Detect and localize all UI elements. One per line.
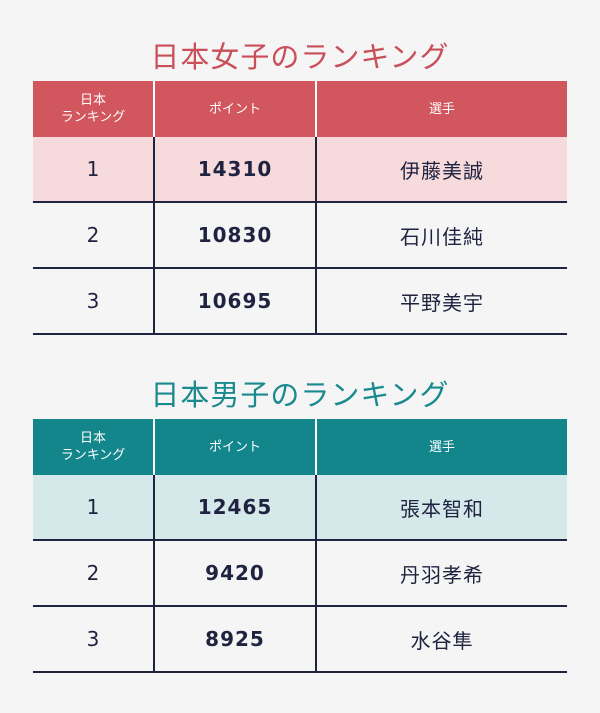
rank-cell: 2 <box>33 202 154 269</box>
men-ranking-title: 日本男子のランキング <box>150 378 450 412</box>
table-row: 2 9420 丹羽孝希 <box>33 540 567 607</box>
men-ranking-table: 日本ランキング ポイント 選手 1 12465 張本智和 2 9420 丹羽孝希… <box>33 419 567 673</box>
table-row: 1 12465 張本智和 <box>33 475 567 541</box>
table-row: 3 10695 平野美宇 <box>33 268 567 335</box>
table-row: 2 10830 石川佳純 <box>33 202 567 269</box>
points-cell: 14310 <box>153 137 316 203</box>
rank-column-header: 日本 ランキング <box>33 81 154 137</box>
player-cell: 丹羽孝希 <box>315 540 567 607</box>
player-cell: 石川佳純 <box>315 202 567 269</box>
rank-cell: 3 <box>33 606 154 673</box>
player-cell: 水谷隼 <box>315 606 567 673</box>
rank-cell: 3 <box>33 268 154 335</box>
women-ranking-title: 日本女子のランキング <box>150 40 450 74</box>
table-header-row: 日本ランキング ポイント 選手 <box>33 419 567 475</box>
points-column-header: ポイント <box>153 81 316 137</box>
women-ranking-table: 日本ランキング ポイント 選手 1 14310 伊藤美誠 2 10830 石川佳… <box>33 81 567 335</box>
points-cell: 12465 <box>153 475 316 541</box>
rank-header-line1: 日本 <box>79 431 106 446</box>
points-cell: 10830 <box>153 202 316 269</box>
points-cell: 8925 <box>153 606 316 673</box>
player-column-header: 選手 <box>315 419 567 475</box>
player-column-header: 選手 <box>315 81 567 137</box>
table-row: 3 8925 水谷隼 <box>33 606 567 673</box>
rank-header-line2: ランキング <box>60 110 126 125</box>
points-cell: 9420 <box>153 540 316 607</box>
table-header-row: 日本ランキング ポイント 選手 <box>33 81 567 137</box>
points-column-header: ポイント <box>153 419 316 475</box>
player-cell: 張本智和 <box>315 475 567 541</box>
player-cell: 平野美宇 <box>315 268 567 335</box>
rank-column-header: 日本 ランキング <box>33 419 154 475</box>
rank-cell: 1 <box>33 137 154 203</box>
rank-cell: 1 <box>33 475 154 541</box>
table-row: 1 14310 伊藤美誠 <box>33 137 567 203</box>
player-cell: 伊藤美誠 <box>315 137 567 203</box>
rank-cell: 2 <box>33 540 154 607</box>
rank-header-line2: ランキング <box>60 448 126 463</box>
points-cell: 10695 <box>153 268 316 335</box>
rank-header-line1: 日本 <box>79 93 106 108</box>
